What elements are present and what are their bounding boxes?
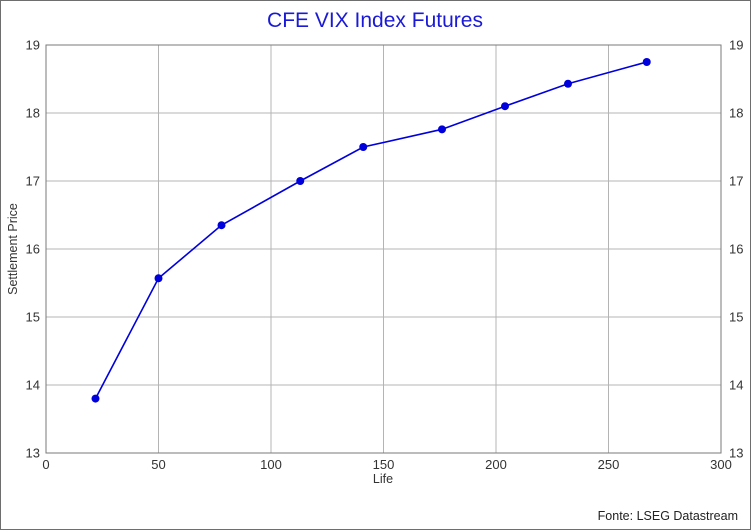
data-point bbox=[642, 58, 651, 66]
data-point bbox=[154, 274, 163, 283]
x-tick-label: 250 bbox=[598, 457, 620, 472]
y-tick-label-left: 17 bbox=[26, 174, 40, 189]
data-point bbox=[296, 177, 305, 185]
y-tick-label-left: 14 bbox=[26, 378, 40, 393]
data-point bbox=[438, 125, 446, 134]
x-tick-label: 100 bbox=[260, 457, 282, 472]
chart-title: CFE VIX Index Futures bbox=[267, 9, 483, 32]
y-tick-label-right: 19 bbox=[729, 38, 743, 53]
x-axis-label: Life bbox=[373, 472, 393, 486]
data-point bbox=[359, 143, 368, 151]
y-tick-label-right: 16 bbox=[729, 242, 743, 257]
y-tick-label-right: 13 bbox=[729, 446, 743, 461]
grid bbox=[45, 44, 722, 454]
y-tick-label-left: 16 bbox=[26, 242, 40, 257]
y-tick-label-right: 14 bbox=[729, 378, 743, 393]
series-group bbox=[91, 58, 651, 403]
data-point bbox=[217, 221, 226, 230]
x-tick-label: 150 bbox=[373, 457, 395, 472]
y-tick-label-right: 18 bbox=[729, 106, 743, 121]
y-tick-label-left: 19 bbox=[26, 38, 40, 53]
x-tick-label: 200 bbox=[485, 457, 507, 472]
y-axis-label: Settlement Price bbox=[6, 203, 20, 295]
x-tick-label: 50 bbox=[151, 457, 165, 472]
y-tick-label-left: 15 bbox=[26, 310, 40, 325]
series-line bbox=[94, 61, 647, 399]
y-tick-label-left: 18 bbox=[26, 106, 40, 121]
data-point bbox=[564, 79, 572, 88]
y-axis-ticks-left: 13 14 15 16 17 18 19 bbox=[26, 38, 40, 461]
y-tick-label-right: 15 bbox=[729, 310, 743, 325]
data-point bbox=[501, 102, 509, 111]
data-point bbox=[91, 394, 100, 403]
y-tick-label-left: 13 bbox=[26, 446, 40, 461]
y-axis-ticks-right: 13 14 15 16 17 18 19 bbox=[729, 38, 743, 461]
x-axis-ticks: 0 50 100 150 200 250 300 bbox=[42, 457, 731, 472]
x-tick-label: 300 bbox=[710, 457, 732, 472]
plot-area-border bbox=[45, 44, 722, 454]
y-tick-label-right: 17 bbox=[729, 174, 743, 189]
source-note: Fonte: LSEG Datastream bbox=[598, 509, 738, 523]
x-tick-label: 0 bbox=[42, 457, 49, 472]
